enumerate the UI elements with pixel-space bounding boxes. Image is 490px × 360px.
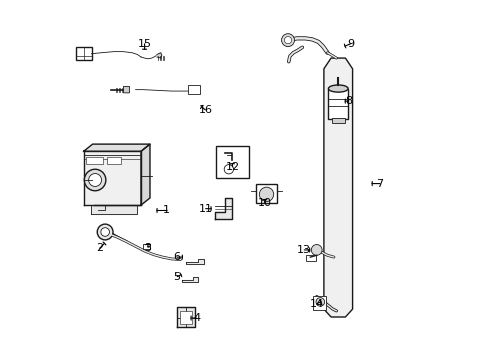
Bar [306, 255, 316, 261]
Polygon shape [215, 198, 232, 220]
Polygon shape [141, 144, 150, 205]
Bar [332, 118, 344, 123]
Bar [188, 85, 200, 94]
Text: 7: 7 [376, 179, 383, 189]
Text: 14: 14 [310, 299, 324, 309]
Text: 3: 3 [145, 243, 152, 253]
Bar [180, 311, 192, 324]
Text: 16: 16 [198, 105, 213, 115]
Bar [313, 296, 326, 310]
Polygon shape [91, 205, 137, 214]
Circle shape [316, 298, 324, 306]
Bar [328, 89, 348, 119]
Text: 11: 11 [198, 204, 213, 214]
Bar [87, 157, 102, 164]
FancyBboxPatch shape [123, 86, 129, 93]
Text: 10: 10 [258, 198, 272, 208]
Circle shape [224, 165, 234, 174]
Polygon shape [177, 307, 195, 327]
Polygon shape [157, 53, 162, 58]
Circle shape [97, 224, 113, 240]
Text: 6: 6 [173, 252, 180, 262]
Bar [76, 47, 92, 60]
Bar [216, 146, 248, 178]
Circle shape [259, 187, 274, 202]
Text: 8: 8 [345, 96, 353, 106]
Circle shape [84, 169, 106, 191]
Circle shape [285, 37, 292, 44]
Circle shape [101, 228, 109, 236]
Polygon shape [324, 58, 353, 317]
Text: 4: 4 [193, 313, 200, 323]
Circle shape [89, 174, 101, 186]
Polygon shape [186, 259, 204, 264]
Ellipse shape [328, 85, 348, 92]
Bar [143, 244, 150, 249]
Bar [107, 157, 122, 164]
Circle shape [282, 34, 294, 46]
Bar [256, 184, 277, 203]
Circle shape [311, 244, 322, 255]
Text: 9: 9 [347, 39, 354, 49]
Text: 1: 1 [163, 206, 170, 216]
Text: 12: 12 [225, 162, 240, 172]
Text: 2: 2 [96, 243, 103, 253]
Text: 15: 15 [138, 39, 151, 49]
Polygon shape [84, 144, 150, 151]
Text: 13: 13 [297, 245, 311, 255]
Text: 5: 5 [173, 272, 180, 282]
Polygon shape [182, 277, 198, 282]
Polygon shape [84, 151, 141, 205]
